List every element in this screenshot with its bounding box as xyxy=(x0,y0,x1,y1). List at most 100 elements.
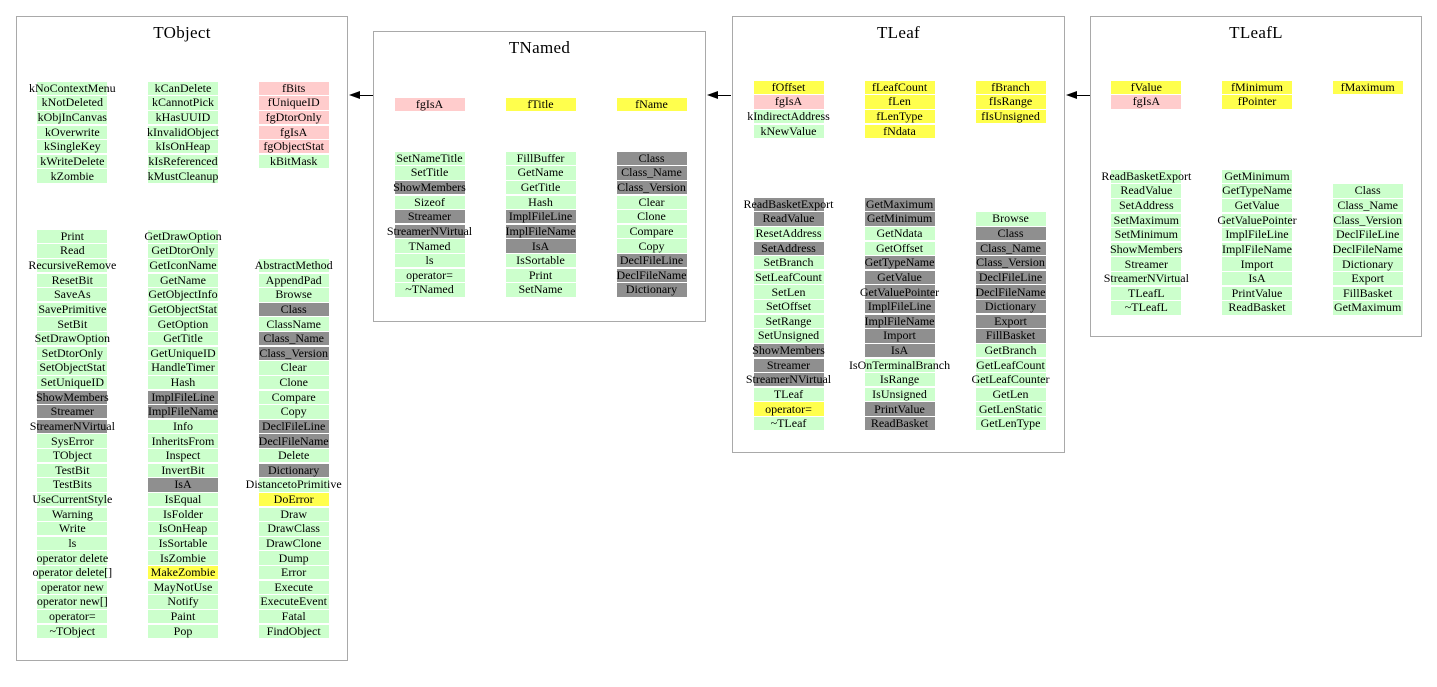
member-cell[interactable]: GetName xyxy=(505,166,576,180)
member-cell[interactable]: SetBranch xyxy=(753,256,824,270)
member-cell[interactable]: MayNotUse xyxy=(147,580,218,594)
member-cell[interactable]: InheritsFrom xyxy=(147,434,218,448)
member-cell[interactable]: fName xyxy=(616,97,687,111)
member-cell[interactable]: IsOnHeap xyxy=(147,522,218,536)
member-cell[interactable]: SetLeafCount xyxy=(753,269,824,285)
member-cell[interactable]: MakeZombie xyxy=(147,566,218,580)
member-cell[interactable]: PrintValue xyxy=(1221,286,1292,300)
member-cell[interactable]: Dictionary xyxy=(616,283,687,297)
member-cell[interactable]: HandleTimer xyxy=(147,361,218,375)
member-cell[interactable]: RecursiveRemove xyxy=(28,258,117,273)
member-cell[interactable]: IsSortable xyxy=(147,536,218,551)
member-cell[interactable]: Notify xyxy=(147,595,218,609)
member-cell[interactable]: Print xyxy=(505,268,576,282)
member-cell[interactable]: SetNameTitle xyxy=(394,150,465,165)
member-cell[interactable]: ShowMembers xyxy=(36,389,109,404)
member-cell[interactable]: SetOffset xyxy=(753,300,824,314)
member-cell[interactable]: ResetBit xyxy=(37,273,108,287)
member-cell[interactable]: Copy xyxy=(616,239,687,253)
member-cell[interactable]: fgIsA xyxy=(394,97,465,111)
member-cell[interactable]: Copy xyxy=(258,405,329,419)
member-cell[interactable]: Paint xyxy=(147,609,218,624)
class-title[interactable]: TLeafL xyxy=(1229,23,1283,42)
member-cell[interactable]: GetMaximum xyxy=(864,196,935,211)
member-cell[interactable]: Export xyxy=(975,314,1046,328)
member-cell[interactable]: InvertBit xyxy=(147,463,218,477)
member-cell[interactable]: SetMinimum xyxy=(1111,228,1182,242)
member-cell[interactable]: ImplFileLine xyxy=(505,210,576,224)
member-cell[interactable]: FillBuffer xyxy=(505,151,576,165)
member-cell[interactable]: Class xyxy=(258,302,329,317)
member-cell[interactable]: Sizeof xyxy=(394,195,465,209)
member-cell[interactable]: TNamed xyxy=(394,239,465,253)
member-cell[interactable]: GetObjectStat xyxy=(147,301,218,317)
member-cell[interactable]: operator new[] xyxy=(36,594,108,609)
member-cell[interactable]: fMaximum xyxy=(1332,80,1403,94)
member-cell[interactable]: kBitMask xyxy=(258,154,329,169)
member-cell[interactable]: TLeaf xyxy=(753,387,824,402)
member-cell[interactable]: StreamerNVirtual xyxy=(29,418,115,434)
member-cell[interactable]: kIsOnHeap xyxy=(147,140,218,154)
member-cell[interactable]: GetBranch xyxy=(975,343,1046,358)
member-cell[interactable]: fLenType xyxy=(864,109,935,124)
member-cell[interactable]: ImplFileLine xyxy=(147,390,218,404)
member-cell[interactable]: Browse xyxy=(975,212,1046,226)
class-title[interactable]: TObject xyxy=(153,23,211,42)
member-cell[interactable]: FindObject xyxy=(258,624,329,638)
member-cell[interactable]: kSingleKey xyxy=(37,140,108,154)
member-cell[interactable]: Clear xyxy=(258,361,329,375)
member-cell[interactable]: GetName xyxy=(147,273,218,287)
member-cell[interactable]: GetDtorOnly xyxy=(147,244,218,258)
member-cell[interactable]: DeclFileName xyxy=(975,284,1046,299)
member-cell[interactable]: ImplFileName xyxy=(1221,241,1292,257)
member-cell[interactable]: IsRange xyxy=(864,373,935,387)
member-cell[interactable]: Hash xyxy=(147,375,218,390)
member-cell[interactable]: kOverwrite xyxy=(37,125,108,139)
member-cell[interactable]: FillBasket xyxy=(975,329,1046,343)
member-cell[interactable]: kWriteDelete xyxy=(37,154,108,169)
member-cell[interactable]: SetUniqueID xyxy=(37,375,108,390)
member-cell[interactable]: UseCurrentStyle xyxy=(32,492,113,507)
member-cell[interactable]: kIsReferenced xyxy=(147,153,218,169)
member-cell[interactable]: Fatal xyxy=(258,609,329,624)
member-cell[interactable]: operator delete[] xyxy=(32,565,113,580)
member-cell[interactable]: Print xyxy=(37,229,108,243)
member-cell[interactable]: fgIsA xyxy=(1111,95,1182,109)
member-cell[interactable]: SetMaximum xyxy=(1111,213,1182,227)
member-cell[interactable]: SavePrimitive xyxy=(37,301,108,317)
member-cell[interactable]: fIsRange xyxy=(975,95,1046,109)
member-cell[interactable]: GetValuePointer xyxy=(1217,212,1297,227)
member-cell[interactable]: ReadBasket xyxy=(864,417,935,431)
member-cell[interactable]: fgIsA xyxy=(258,125,329,139)
member-cell[interactable]: GetTypeName xyxy=(1221,183,1292,198)
member-cell[interactable]: ReadBasket xyxy=(1221,301,1292,315)
member-cell[interactable]: fBits xyxy=(258,81,329,95)
member-cell[interactable]: Dictionary xyxy=(975,299,1046,314)
member-cell[interactable]: Execute xyxy=(258,580,329,594)
member-cell[interactable]: DeclFileLine xyxy=(1332,228,1403,242)
member-cell[interactable]: fLen xyxy=(864,95,935,109)
member-cell[interactable]: Class_Version xyxy=(975,255,1046,270)
member-cell[interactable]: Import xyxy=(1221,257,1292,271)
member-cell[interactable]: SetBit xyxy=(37,317,108,331)
member-cell[interactable]: kMustCleanup xyxy=(147,168,219,183)
member-cell[interactable]: kIndirectAddress xyxy=(747,109,830,124)
member-cell[interactable]: SetObjectStat xyxy=(37,360,108,375)
member-cell[interactable]: fPointer xyxy=(1221,95,1292,109)
member-cell[interactable]: ~TLeafL xyxy=(1111,301,1182,315)
member-cell[interactable]: fBranch xyxy=(975,80,1046,94)
member-cell[interactable]: ImplFileLine xyxy=(864,300,935,314)
member-cell[interactable]: ExecuteEvent xyxy=(258,594,329,609)
member-cell[interactable]: ReadValue xyxy=(753,212,824,226)
member-cell[interactable]: TestBits xyxy=(37,478,108,492)
member-cell[interactable]: kHasUUID xyxy=(147,110,218,125)
member-cell[interactable]: ShowMembers xyxy=(1110,241,1183,257)
member-cell[interactable]: TestBit xyxy=(37,463,108,477)
member-cell[interactable]: Delete xyxy=(258,449,329,463)
member-cell[interactable]: operator= xyxy=(37,609,108,624)
member-cell[interactable]: ImplFileName xyxy=(147,404,218,419)
member-cell[interactable]: kCannotPick xyxy=(147,96,218,110)
member-cell[interactable]: Browse xyxy=(258,288,329,302)
member-cell[interactable]: ls xyxy=(37,536,108,551)
member-cell[interactable]: GetLeafCount xyxy=(975,357,1046,372)
